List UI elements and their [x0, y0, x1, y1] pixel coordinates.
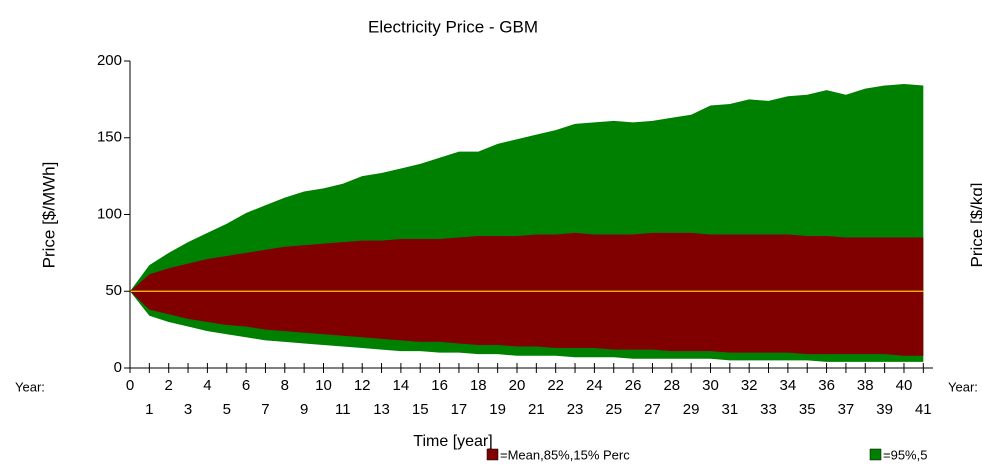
- x-tick-label: 23: [567, 401, 584, 418]
- x-tick-label: 3: [184, 401, 192, 418]
- x-tick-label: 12: [354, 377, 371, 394]
- band-area: [130, 232, 924, 356]
- legend-swatch: [869, 448, 882, 461]
- legend-swatch: [486, 448, 499, 461]
- x-tick-label: 27: [644, 401, 661, 418]
- x-tick-label: 6: [242, 377, 250, 394]
- x-axis-label: Time [year]: [413, 433, 492, 450]
- x-tick-label: 4: [203, 377, 211, 394]
- x-tick-label: 35: [799, 401, 816, 418]
- chart-title: Electricity Price - GBM: [368, 17, 538, 36]
- x-tick-label: 10: [315, 377, 332, 394]
- x-tick-label: 29: [683, 401, 700, 418]
- y-axis-label: Price [$/MWh]: [39, 162, 58, 269]
- x-tick-label: 9: [300, 401, 308, 418]
- x-tick-label: 18: [470, 377, 487, 394]
- y2-axis-label: Price [$/kg]: [967, 182, 982, 267]
- x-tick-label: 1: [145, 401, 153, 418]
- y-tick-label: 100: [97, 205, 122, 222]
- x-tick-label: 11: [335, 401, 351, 418]
- legend-label: =95%,5: [883, 447, 927, 462]
- y-tick-label: 0: [114, 359, 122, 376]
- x-tick-label: 20: [509, 377, 526, 394]
- x-tick-label: 30: [702, 377, 719, 394]
- x-tick-label: 22: [547, 377, 564, 394]
- x-tick-label: 13: [373, 401, 390, 418]
- x-tick-label: 2: [165, 377, 173, 394]
- x-tick-label: 21: [528, 401, 545, 418]
- x-tick-label: 5: [223, 401, 231, 418]
- x-tick-label: 41: [915, 401, 932, 418]
- x-tick-label: 36: [818, 377, 835, 394]
- x-tick-label: 25: [605, 401, 622, 418]
- x-tick-label: 26: [625, 377, 642, 394]
- x-tick-label: 28: [663, 377, 680, 394]
- right-note: Year:: [948, 379, 978, 394]
- x-tick-label: 19: [489, 401, 506, 418]
- x-tick-label: 39: [876, 401, 893, 418]
- x-tick-label: 7: [261, 401, 269, 418]
- x-tick-label: 38: [857, 377, 874, 394]
- legend-label: =Mean,85%,15% Perc: [500, 447, 630, 462]
- y-tick-label: 50: [105, 282, 122, 299]
- x-tick-label: 14: [393, 377, 410, 394]
- x-tick-label: 8: [281, 377, 289, 394]
- y-tick-label: 150: [97, 129, 122, 146]
- x-tick-label: 33: [760, 401, 777, 418]
- x-tick-label: 16: [431, 377, 448, 394]
- x-tick-label: 40: [896, 377, 913, 394]
- plot-area: [130, 84, 924, 362]
- x-tick-label: 15: [412, 401, 429, 418]
- x-tick-label: 0: [126, 377, 134, 394]
- y-tick-label: 200: [97, 52, 122, 69]
- left-note: Year:: [15, 379, 45, 394]
- x-tick-label: 34: [780, 377, 797, 394]
- x-tick-label: 24: [586, 377, 603, 394]
- x-tick-label: 31: [721, 401, 738, 418]
- x-tick-label: 17: [451, 401, 468, 418]
- x-tick-label: 32: [741, 377, 758, 394]
- x-tick-label: 37: [838, 401, 855, 418]
